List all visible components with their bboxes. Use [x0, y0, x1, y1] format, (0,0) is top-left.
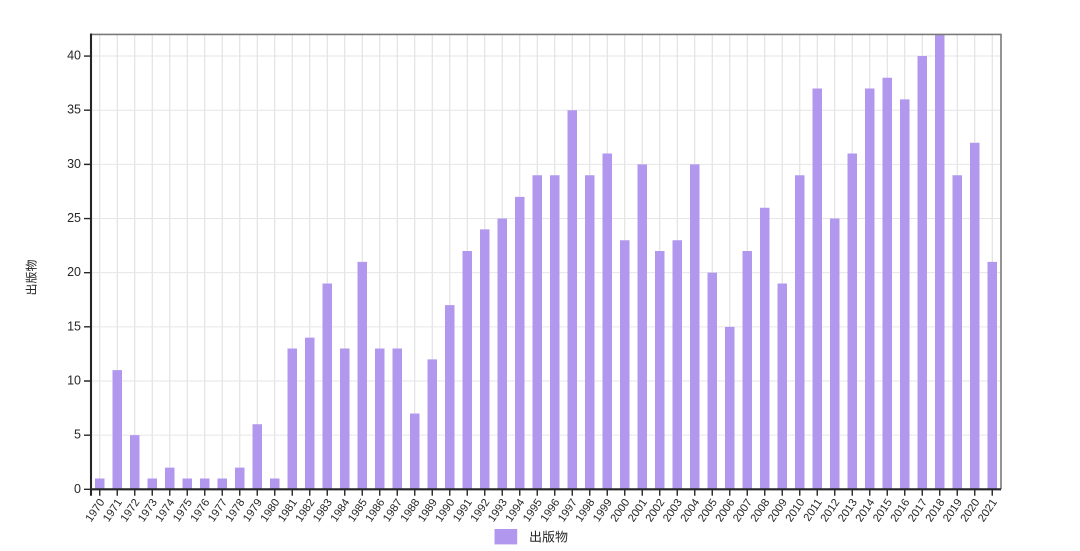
svg-text:5: 5 — [74, 428, 81, 442]
svg-text:10: 10 — [67, 373, 81, 387]
svg-text:40: 40 — [67, 49, 81, 63]
svg-text:15: 15 — [67, 319, 81, 333]
svg-text:35: 35 — [67, 103, 81, 117]
svg-text:20: 20 — [67, 265, 81, 279]
svg-text:0: 0 — [74, 482, 81, 496]
svg-text:30: 30 — [67, 157, 81, 171]
svg-text:25: 25 — [67, 211, 81, 225]
